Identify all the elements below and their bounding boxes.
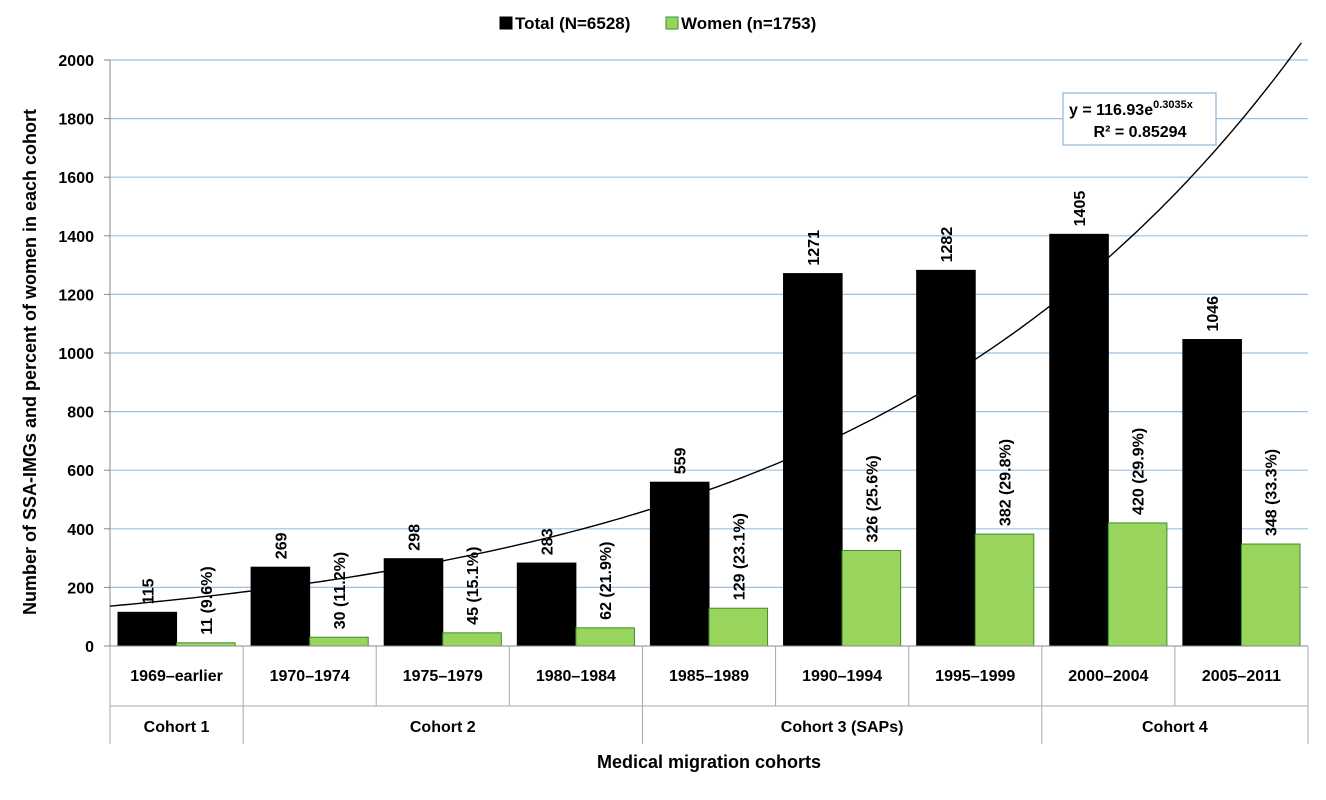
trendline-equation-box: y = 116.93e0.3035x R² = 0.85294 [1062, 92, 1217, 146]
bar-total [1049, 233, 1109, 647]
data-label-total: 283 [540, 528, 557, 555]
category-label: 1995–1999 [935, 668, 1015, 685]
data-label-women: 45 (15.1%) [465, 547, 482, 625]
trendline-equation: y = 116.93e0.3035x [1069, 99, 1194, 119]
y-tick-label: 0 [85, 639, 94, 656]
data-label-women: 348 (33.3%) [1264, 449, 1281, 536]
x-axis-title: Medical migration cohorts [597, 752, 821, 772]
equation-exponent: 0.3035x [1153, 99, 1194, 111]
data-label-total: 1046 [1205, 296, 1222, 332]
data-label-women: 30 (11.2%) [332, 552, 349, 629]
bar-total [916, 269, 976, 647]
category-label: 1970–1974 [270, 668, 350, 685]
gridlines [110, 59, 1308, 589]
y-tick-label: 400 [67, 522, 94, 539]
bar-total [649, 481, 710, 647]
data-label-women: 326 (25.6%) [864, 455, 881, 542]
bar-women [1107, 522, 1168, 647]
equation-box-frame [1062, 92, 1217, 146]
y-tick-label: 1400 [58, 229, 94, 246]
data-label-women: 11 (9.6%) [199, 566, 216, 634]
y-tick-label: 1600 [58, 170, 94, 187]
legend-label-women: Women (n=1753) [681, 14, 816, 33]
bar-women [442, 632, 502, 647]
category-label: 2000–2004 [1068, 668, 1148, 685]
bar-total [383, 558, 444, 647]
data-labels: 115 11 (9.6%) 269 30 (11.2%) 298 45 (15.1%) 28… [140, 191, 1280, 635]
y-tick-label: 2000 [58, 53, 94, 70]
bar-total [516, 562, 577, 647]
category-label: 1990–1994 [802, 668, 882, 685]
bar-women [708, 607, 769, 647]
y-tick-label: 600 [67, 463, 94, 480]
bar-total [1182, 339, 1242, 647]
category-label: 1980–1984 [536, 668, 616, 685]
equation-base: y = 116.93e [1069, 102, 1153, 119]
bar-total [117, 611, 178, 647]
bar-women [1240, 543, 1301, 647]
data-label-women: 420 (29.9%) [1131, 428, 1148, 515]
bar-total [783, 273, 843, 647]
legend-swatch-women [665, 16, 679, 30]
bar-women [575, 627, 635, 647]
cohort-label: Cohort 3 (SAPs) [781, 719, 904, 736]
data-label-women: 62 (21.9%) [598, 542, 615, 620]
category-label: 2005–2011 [1202, 668, 1281, 685]
y-axis-ticks: 0 200 400 600 800 1000 1200 1400 1600 1800 2000 [58, 53, 111, 656]
cohort-label: Cohort 1 [144, 719, 210, 736]
bars [117, 233, 1301, 647]
legend-swatch-total [499, 16, 513, 30]
bar-total [250, 566, 311, 647]
cohort-label: Cohort 2 [410, 719, 476, 736]
y-tick-label: 1800 [58, 112, 94, 129]
data-label-total: 269 [273, 532, 290, 559]
data-label-women: 129 (23.1%) [731, 513, 748, 600]
y-tick-label: 1200 [58, 287, 94, 304]
trendline [109, 42, 1302, 607]
legend: Total (N=6528) Women (n=1753) [499, 14, 816, 33]
category-label: 1969–earlier [130, 668, 223, 685]
y-axis-title: Number of SSA-IMGs and percent of women … [20, 109, 40, 615]
y-tick-label: 1000 [58, 346, 94, 363]
data-label-women: 382 (29.8%) [998, 439, 1015, 526]
data-label-total: 1405 [1072, 191, 1089, 227]
bar-women [309, 636, 369, 647]
trendline-r-squared: R² = 0.85294 [1094, 124, 1187, 141]
bar-women [841, 549, 902, 647]
category-label: 1985–1989 [669, 668, 749, 685]
legend-label-total: Total (N=6528) [515, 14, 630, 33]
y-tick-label: 800 [67, 405, 94, 422]
y-tick-label: 200 [67, 580, 94, 597]
category-label: 1975–1979 [403, 668, 483, 685]
cohort-label: Cohort 4 [1142, 719, 1208, 736]
data-label-total: 1271 [806, 230, 823, 266]
bar-women [974, 533, 1035, 647]
data-label-total: 559 [673, 447, 690, 474]
trendline-curve [109, 42, 1302, 607]
data-label-total: 115 [140, 578, 157, 604]
data-label-total: 298 [406, 524, 423, 551]
data-label-total: 1282 [939, 227, 956, 263]
x-axis: 1969–earlier 1970–1974 1975–1979 1980–1984 1… [109, 645, 1309, 744]
